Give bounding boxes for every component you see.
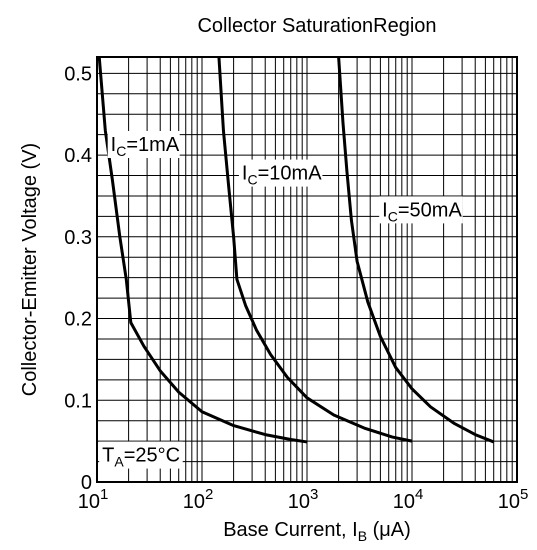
series-label-rest: =1mA xyxy=(126,134,179,156)
plot-frame xyxy=(96,56,518,483)
series-label-rest: =10mA xyxy=(258,163,323,185)
x-axis-label-main: Base Current, I xyxy=(223,519,358,541)
x-tick-base: 10 xyxy=(78,491,100,513)
y-tick-label: 0.4 xyxy=(64,145,92,167)
series-label-rest: =50mA xyxy=(398,199,463,221)
x-axis-label: Base Current, IB (μA) xyxy=(223,519,411,544)
x-tick-exponent: 1 xyxy=(100,486,108,503)
x-tick-exponent: 4 xyxy=(415,486,423,503)
x-tick-label: 103 xyxy=(288,486,319,513)
series-label-background xyxy=(107,130,180,158)
x-tick-label: 105 xyxy=(498,486,529,513)
chart-title: Collector SaturationRegion xyxy=(197,15,436,37)
series-label-subscript: C xyxy=(247,172,257,188)
series-layer xyxy=(97,57,495,444)
series-line xyxy=(217,57,413,443)
x-tick-base: 10 xyxy=(498,491,520,513)
x-tick-base: 10 xyxy=(183,491,205,513)
temperature-annotation-subscript: A xyxy=(114,454,124,470)
grid-layer xyxy=(96,57,517,482)
x-tick-base: 10 xyxy=(393,491,415,513)
x-axis-label-subscript: B xyxy=(358,528,367,544)
series-label-subscript: C xyxy=(388,208,398,224)
series-line xyxy=(97,57,308,444)
y-tick-label: 0.2 xyxy=(64,309,92,331)
series-label-background xyxy=(379,196,463,224)
temperature-annotation-background xyxy=(99,441,183,469)
series-label: IC=1mA xyxy=(111,134,180,159)
y-tick-label: 0 xyxy=(81,472,92,494)
temperature-annotation: TA=25°C xyxy=(102,445,180,470)
y-axis-label: Collector-Emitter Voltage (V) xyxy=(19,143,41,396)
x-tick-exponent: 3 xyxy=(310,486,318,503)
temperature-annotation-rest: =25°C xyxy=(124,445,180,467)
series-label-main: I xyxy=(242,163,248,185)
series-label: IC=50mA xyxy=(382,199,462,224)
x-tick-label: 101 xyxy=(78,486,109,513)
series-line xyxy=(337,57,495,444)
temperature-annotation-main: T xyxy=(102,445,114,467)
series-label-main: I xyxy=(111,134,117,156)
x-tick-exponent: 5 xyxy=(520,486,528,503)
x-tick-exponent: 2 xyxy=(205,486,213,503)
y-tick-label: 0.1 xyxy=(64,390,92,412)
x-tick-base: 10 xyxy=(288,491,310,513)
x-axis-label-unit: (μA) xyxy=(367,519,411,541)
y-tick-label: 0.3 xyxy=(64,227,92,249)
x-tick-label: 102 xyxy=(183,486,214,513)
x-tick-label: 104 xyxy=(393,486,424,513)
series-label: IC=10mA xyxy=(242,163,322,188)
y-tick-label: 0.5 xyxy=(64,63,92,85)
series-label-subscript: C xyxy=(116,143,126,159)
series-label-background xyxy=(238,159,323,187)
series-label-main: I xyxy=(382,199,388,221)
